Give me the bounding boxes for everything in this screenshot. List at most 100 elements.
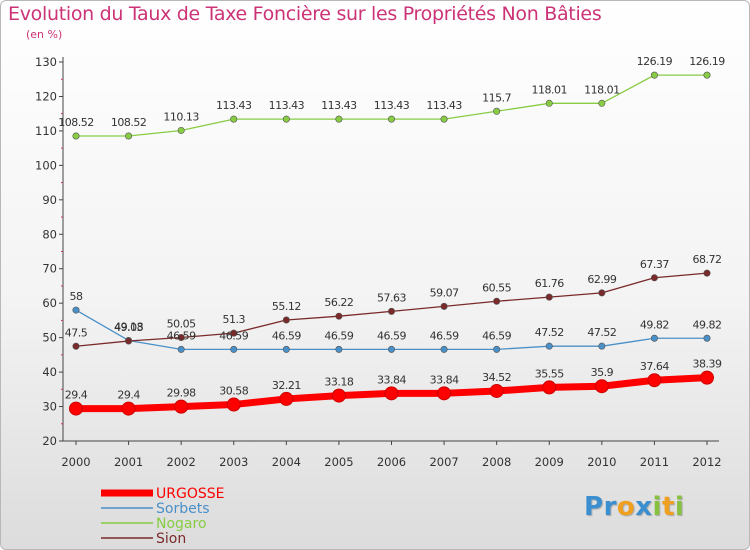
legend-label: URGOSSE: [156, 486, 224, 502]
data-label: 59.07: [430, 286, 459, 299]
data-label: 61.76: [535, 277, 564, 290]
data-point: [545, 293, 553, 301]
data-point: [650, 334, 658, 342]
y-unit-label: (en %): [26, 28, 63, 41]
logo-letter: o: [616, 492, 636, 522]
logo-letter: x: [635, 492, 653, 522]
y-tick-label: 70: [42, 262, 57, 276]
series-points: [69, 71, 714, 416]
data-point: [703, 269, 711, 277]
data-point: [545, 99, 553, 107]
data-label: 55.12: [272, 300, 301, 313]
data-point: [440, 115, 448, 123]
data-label: 33.84: [377, 373, 406, 386]
data-point: [125, 337, 133, 345]
x-tick-label: 2002: [167, 455, 196, 469]
data-point: [279, 391, 294, 406]
data-label: 46.59: [167, 329, 196, 342]
x-tick-label: 2000: [61, 455, 90, 469]
data-point: [226, 397, 241, 412]
data-label: 38.39: [693, 358, 722, 371]
data-point: [125, 132, 133, 140]
data-label: 113.43: [426, 99, 462, 112]
data-point: [387, 307, 395, 315]
data-point: [598, 342, 606, 350]
y-tick-label: 120: [35, 89, 57, 103]
data-label: 33.18: [324, 376, 353, 389]
data-point: [493, 345, 501, 353]
data-point: [493, 297, 501, 305]
y-tick-label: 100: [35, 158, 57, 172]
data-point: [440, 345, 448, 353]
legend-label: Sion: [156, 531, 186, 547]
data-label: 113.43: [321, 99, 357, 112]
chart-title: Evolution du Taux de Taxe Foncière sur l…: [8, 3, 602, 25]
data-point: [174, 399, 189, 414]
data-point: [703, 71, 711, 79]
data-point: [177, 345, 185, 353]
data-label: 67.37: [640, 258, 669, 271]
data-label: 62.99: [587, 273, 616, 286]
data-point: [177, 333, 185, 341]
data-point: [72, 342, 80, 350]
data-label: 49.18: [114, 320, 143, 333]
data-label: 51.3: [223, 313, 246, 326]
data-label: 108.52: [58, 116, 94, 129]
data-point: [598, 289, 606, 297]
data-label: 126.19: [637, 55, 673, 68]
data-point: [230, 115, 238, 123]
data-label: 58: [70, 290, 83, 303]
data-label: 37.64: [640, 360, 669, 373]
data-point: [700, 370, 714, 385]
data-label: 34.52: [482, 371, 511, 384]
data-point: [230, 345, 238, 353]
logo-letter: t: [661, 492, 675, 522]
data-point: [282, 316, 290, 324]
x-tick-label: 2001: [114, 455, 143, 469]
data-label: 68.72: [693, 253, 722, 266]
x-tick-label: 2008: [482, 455, 511, 469]
data-label: 46.59: [430, 329, 459, 342]
y-tick-label: 20: [42, 434, 57, 448]
data-label: 49.03: [114, 321, 143, 334]
data-label: 29.98: [167, 387, 196, 400]
data-point: [598, 99, 606, 107]
data-label: 57.63: [377, 291, 406, 304]
data-label: 46.59: [324, 329, 353, 342]
logo-letter: P: [584, 492, 604, 522]
x-tick-label: 2010: [587, 455, 616, 469]
data-point: [282, 345, 290, 353]
data-label: 126.19: [689, 55, 725, 68]
data-point: [331, 388, 346, 403]
data-point: [493, 107, 501, 115]
data-label: 47.52: [587, 326, 616, 339]
data-point: [647, 373, 662, 388]
data-label: 46.59: [219, 329, 248, 342]
data-labels: 29.4 29.4 29.98 30.58 32.21 33.18 33.84 33.84 34…: [58, 55, 725, 401]
x-tick-label: 2012: [692, 455, 721, 469]
logo-letter: r: [603, 492, 617, 522]
data-point: [69, 401, 83, 416]
legend-label: Nogaro: [156, 516, 207, 532]
data-label: 113.43: [216, 99, 252, 112]
y-tick-label: 130: [35, 55, 57, 69]
y-tick-label: 30: [42, 400, 57, 414]
data-label: 46.59: [482, 329, 511, 342]
data-label: 118.01: [532, 83, 568, 96]
data-point: [230, 329, 238, 337]
data-point: [594, 379, 609, 394]
data-point: [121, 401, 136, 416]
data-point: [282, 115, 290, 123]
data-label: 110.13: [163, 110, 199, 123]
data-label: 108.52: [111, 116, 147, 129]
series-lines: [72, 74, 711, 413]
data-label: 35.55: [535, 367, 564, 380]
y-tick-label: 90: [42, 193, 57, 207]
data-point: [542, 380, 557, 395]
data-point: [650, 71, 658, 79]
data-point: [335, 345, 343, 353]
data-label: 47.5: [65, 326, 88, 339]
x-tick-label: 2004: [272, 455, 301, 469]
data-label: 29.4: [117, 389, 140, 402]
